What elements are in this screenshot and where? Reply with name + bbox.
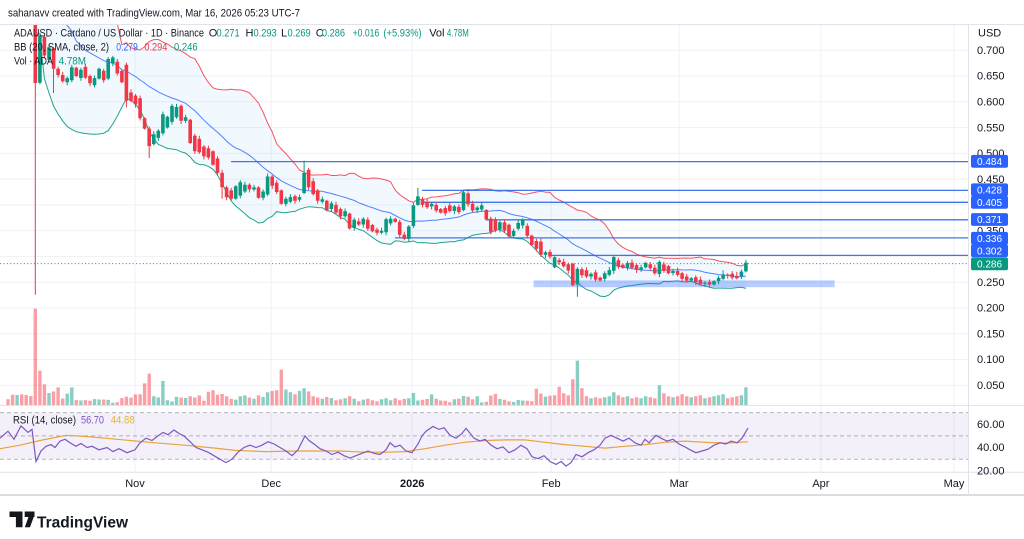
- svg-text:ADAUSD · Cardano / US Dollar ·: ADAUSD · Cardano / US Dollar · 1D · Bina…: [14, 27, 204, 39]
- svg-text:4.78M: 4.78M: [447, 27, 469, 39]
- svg-text:Apr: Apr: [812, 478, 829, 490]
- svg-text:0.269: 0.269: [288, 27, 311, 39]
- svg-text:0.271: 0.271: [217, 27, 240, 39]
- svg-text:RSI (14, close): RSI (14, close): [13, 415, 76, 427]
- svg-text:0.371: 0.371: [977, 215, 1002, 226]
- svg-text:0.650: 0.650: [977, 71, 1005, 83]
- svg-text:0.050: 0.050: [977, 380, 1005, 392]
- svg-text:0.286: 0.286: [977, 260, 1002, 271]
- svg-text:0.250: 0.250: [977, 277, 1005, 289]
- svg-text:L: L: [281, 27, 287, 39]
- svg-text:(+5.93%): (+5.93%): [383, 27, 421, 39]
- svg-text:0.200: 0.200: [977, 303, 1005, 315]
- svg-text:Mar: Mar: [670, 478, 689, 490]
- svg-text:May: May: [944, 478, 965, 490]
- svg-text:Vol · ADA: Vol · ADA: [14, 55, 54, 67]
- svg-text:Nov: Nov: [125, 478, 145, 490]
- svg-text:20.00: 20.00: [977, 466, 1005, 478]
- svg-text:C: C: [316, 27, 324, 39]
- svg-text:0.246: 0.246: [174, 41, 198, 53]
- svg-text:0.302: 0.302: [977, 246, 1002, 257]
- svg-text:0.286: 0.286: [322, 27, 345, 39]
- svg-text:Dec: Dec: [261, 478, 281, 490]
- svg-text:0.428: 0.428: [977, 185, 1002, 196]
- svg-text:0.336: 0.336: [977, 234, 1002, 245]
- svg-text:Vol: Vol: [429, 27, 444, 39]
- svg-text:0.700: 0.700: [977, 45, 1005, 57]
- svg-text:0.484: 0.484: [977, 157, 1002, 168]
- svg-text:BB (20, SMA, close, 2): BB (20, SMA, close, 2): [14, 41, 109, 53]
- svg-text:60.00: 60.00: [977, 419, 1005, 431]
- svg-text:0.100: 0.100: [977, 354, 1005, 366]
- svg-text:0.279: 0.279: [116, 41, 138, 53]
- svg-text:0.150: 0.150: [977, 328, 1005, 340]
- svg-text:sahanavv created with TradingV: sahanavv created with TradingView.com, M…: [8, 8, 300, 20]
- svg-text:TradingView: TradingView: [37, 515, 129, 532]
- svg-text:4.78M: 4.78M: [59, 55, 86, 67]
- svg-text:0.600: 0.600: [977, 97, 1005, 109]
- svg-text:0.405: 0.405: [977, 198, 1002, 209]
- svg-text:2026: 2026: [400, 478, 424, 490]
- svg-text:O: O: [209, 27, 218, 39]
- svg-text:0.450: 0.450: [977, 174, 1005, 186]
- svg-text:+0.016: +0.016: [353, 27, 380, 39]
- svg-text:40.00: 40.00: [977, 442, 1005, 454]
- svg-text:0.294: 0.294: [144, 41, 167, 53]
- svg-text:H: H: [246, 27, 254, 39]
- svg-text:0.293: 0.293: [254, 27, 277, 39]
- svg-text:56.70: 56.70: [81, 415, 104, 427]
- svg-text:44.88: 44.88: [111, 415, 135, 427]
- svg-text:Feb: Feb: [542, 478, 561, 490]
- svg-text:0.550: 0.550: [977, 122, 1005, 134]
- svg-text:USD: USD: [978, 28, 1001, 40]
